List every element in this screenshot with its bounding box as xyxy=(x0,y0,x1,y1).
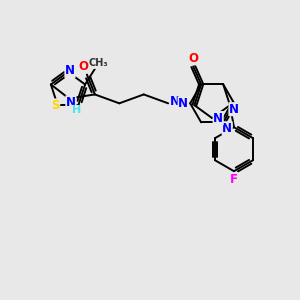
Text: N: N xyxy=(178,97,188,110)
Text: O: O xyxy=(78,60,88,73)
Text: S: S xyxy=(51,99,60,112)
Text: H: H xyxy=(72,105,82,116)
Text: N: N xyxy=(213,112,223,124)
Text: N: N xyxy=(229,103,239,116)
Text: O: O xyxy=(188,52,198,65)
Text: CH₃: CH₃ xyxy=(88,58,108,68)
Text: N: N xyxy=(170,95,180,108)
Text: N: N xyxy=(66,96,76,109)
Text: N: N xyxy=(65,64,75,77)
Text: N: N xyxy=(222,122,232,135)
Text: F: F xyxy=(230,173,238,186)
